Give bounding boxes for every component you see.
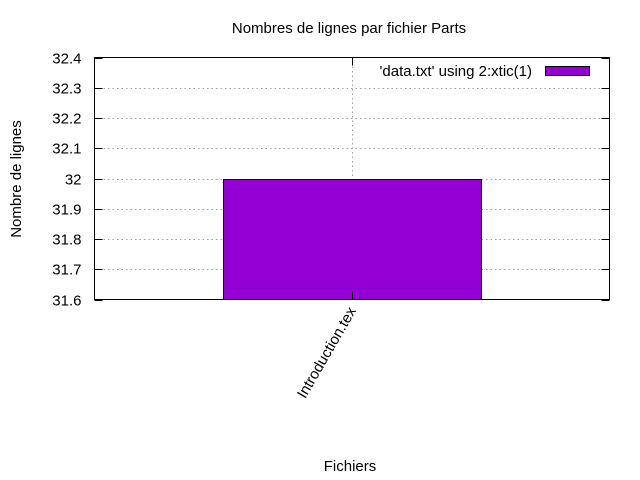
y-axis-ticks: 31.6 31.7 31.8 31.9 32 32.1 32.2 32.3 32.4 bbox=[52, 51, 610, 310]
chart-title: Nombres de lignes par fichier Parts bbox=[232, 20, 466, 37]
y-tick-label: 31.9 bbox=[52, 202, 81, 219]
bar bbox=[223, 179, 482, 300]
y-tick-label: 31.8 bbox=[52, 232, 81, 249]
y-tick-label: 32.4 bbox=[52, 51, 81, 68]
y-tick-label: 32.2 bbox=[52, 111, 81, 128]
legend-label: 'data.txt' using 2:xtic(1) bbox=[380, 63, 532, 80]
y-tick-label: 31.7 bbox=[52, 262, 81, 279]
y-tick-label: 31.6 bbox=[52, 293, 81, 310]
x-tick-label: Introduction.tex bbox=[294, 304, 360, 402]
y-tick-label: 32 bbox=[65, 172, 82, 189]
y-tick-label: 32.1 bbox=[52, 141, 81, 158]
x-axis-label: Fichiers bbox=[324, 458, 377, 475]
legend-swatch bbox=[545, 66, 590, 76]
y-tick-label: 32.3 bbox=[52, 81, 81, 98]
bars bbox=[223, 179, 482, 300]
y-axis-label: Nombre de lignes bbox=[8, 120, 25, 238]
legend: 'data.txt' using 2:xtic(1) bbox=[380, 63, 590, 80]
